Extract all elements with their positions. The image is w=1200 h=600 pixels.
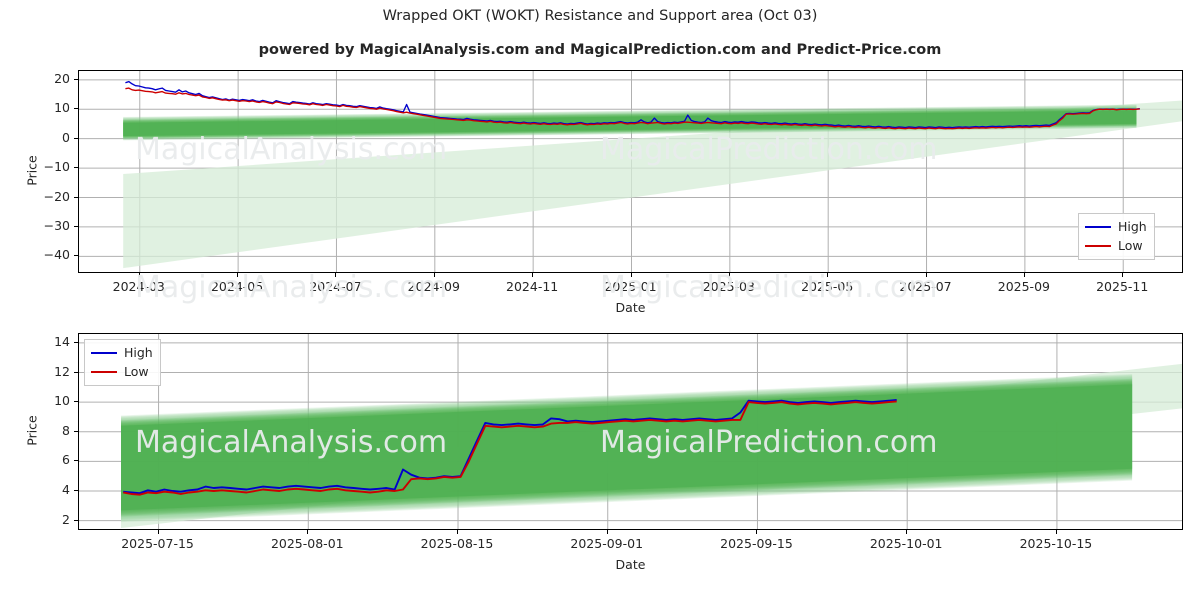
y-tick-mark (74, 196, 78, 198)
x-tick-label: 2025-10-15 (1019, 536, 1093, 551)
top-plot-svg (79, 71, 1182, 272)
x-tick-label: 2025-09-15 (720, 536, 793, 551)
legend-label-low: Low (124, 364, 149, 379)
x-tick-label: 2025-07 (899, 279, 952, 294)
x-tick-mark (335, 273, 337, 277)
chart-title: Wrapped OKT (WOKT) Resistance and Suppor… (382, 8, 818, 24)
y-tick-mark (74, 460, 78, 462)
legend-label-high: High (124, 345, 153, 360)
legend-entry-high[interactable]: High (1085, 217, 1147, 236)
y-tick-mark (74, 167, 78, 169)
top-legend[interactable]: High Low (1078, 213, 1155, 260)
y-tick-mark (74, 371, 78, 373)
legend-entry-high[interactable]: High (91, 343, 153, 362)
legend-entry-low[interactable]: Low (1085, 236, 1147, 255)
x-tick-mark (1023, 273, 1025, 277)
bottom-x-axis-label: Date (615, 557, 646, 572)
x-tick-label: 2025-11 (1096, 279, 1149, 294)
x-tick-mark (1122, 273, 1124, 277)
x-tick-mark (728, 273, 730, 277)
y-tick-mark (74, 225, 78, 227)
x-tick-label: 2025-08-15 (420, 536, 494, 551)
y-tick-label: 6 (62, 452, 70, 468)
y-tick-mark (74, 430, 78, 432)
x-tick-label: 2025-08-01 (270, 536, 344, 551)
legend-label-low: Low (1118, 238, 1143, 253)
x-tick-label: 2024-03 (112, 279, 165, 294)
y-tick-mark (74, 137, 78, 139)
y-tick-label: 0 (62, 129, 70, 145)
y-tick-mark (74, 341, 78, 343)
y-tick-label: −30 (43, 217, 70, 233)
low-series-swatch (91, 370, 117, 373)
top-y-axis-label: Price (24, 154, 40, 186)
x-tick-label: 2025-07-15 (121, 536, 194, 551)
x-tick-mark (906, 530, 908, 534)
y-tick-label: 14 (54, 333, 70, 349)
y-tick-label: −10 (43, 159, 70, 175)
bottom-plot-svg (79, 334, 1182, 529)
series-line-low (125, 87, 1140, 130)
support-resistance-wedge (123, 100, 1182, 269)
x-tick-mark (157, 530, 159, 534)
x-tick-mark (606, 530, 608, 534)
y-tick-label: 2 (62, 511, 70, 527)
y-tick-label: −20 (43, 188, 70, 204)
x-tick-label: 2025-09-01 (570, 536, 644, 551)
chart-subtitle: powered by MagicalAnalysis.com and Magic… (258, 42, 942, 58)
legend-label-high: High (1118, 219, 1147, 234)
y-tick-label: 10 (54, 393, 70, 409)
y-tick-label: 12 (54, 363, 70, 379)
y-tick-mark (74, 78, 78, 80)
support-resistance-core-band (121, 384, 1133, 511)
high-series-swatch (91, 351, 117, 354)
x-tick-mark (925, 273, 927, 277)
x-tick-label: 2024-05 (210, 279, 264, 294)
x-tick-label: 2025-09 (997, 279, 1050, 294)
x-tick-mark (827, 273, 829, 277)
y-tick-mark (74, 490, 78, 491)
x-tick-label: 2025-10-01 (869, 536, 943, 551)
y-tick-label: 10 (54, 100, 70, 116)
x-tick-label: 2024-09 (407, 279, 460, 294)
x-tick-mark (457, 530, 458, 534)
y-tick-mark (74, 255, 78, 257)
top-x-axis-label: Date (615, 300, 646, 315)
x-tick-mark (1055, 530, 1057, 534)
y-tick-mark (74, 519, 78, 521)
series-line-high (123, 398, 897, 495)
x-tick-mark (433, 273, 435, 277)
y-tick-label: 8 (62, 422, 70, 438)
x-tick-mark (237, 273, 239, 277)
x-tick-mark (630, 273, 632, 277)
x-tick-mark (532, 273, 534, 277)
bottom-y-axis-label: Price (24, 414, 40, 446)
x-tick-label: 2025-03 (702, 279, 755, 294)
x-tick-label: 2025-05 (801, 279, 854, 294)
high-series-swatch (1085, 225, 1111, 228)
series-line-low (123, 400, 897, 496)
bottom-legend[interactable]: High Low (84, 339, 161, 386)
x-tick-label: 2024-11 (506, 279, 559, 294)
series-line-high (125, 80, 1140, 129)
x-tick-label: 2025-01 (604, 279, 657, 294)
low-series-swatch (1085, 244, 1111, 247)
y-tick-mark (74, 401, 78, 403)
y-tick-label: 4 (62, 482, 70, 497)
x-tick-mark (138, 273, 140, 277)
y-tick-label: −40 (43, 247, 70, 263)
y-tick-mark (74, 108, 78, 110)
x-tick-mark (307, 530, 309, 534)
top-plot-area (78, 70, 1183, 273)
x-tick-mark (756, 530, 758, 534)
x-tick-label: 2024-07 (309, 279, 362, 294)
bottom-plot-area (78, 333, 1183, 530)
y-tick-label: 20 (54, 70, 70, 86)
legend-entry-low[interactable]: Low (91, 362, 153, 381)
